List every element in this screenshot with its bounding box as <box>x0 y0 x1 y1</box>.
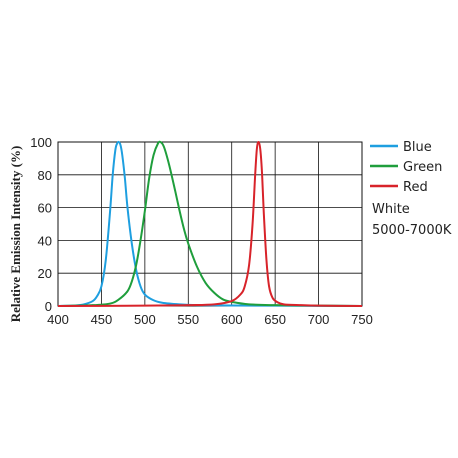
x-tick-label: 650 <box>264 312 286 327</box>
series-line-green <box>57 140 363 307</box>
x-axis-ticks: 400 450 500 550 600 650 700 750 <box>47 312 373 327</box>
x-tick-label: 600 <box>221 312 243 327</box>
plot-frame <box>57 141 363 307</box>
legend: Blue Green Red <box>370 140 442 195</box>
y-axis-title: Relative Emission Intensity (%) <box>8 146 23 323</box>
series-line-blue <box>57 140 363 307</box>
x-tick-label: 400 <box>47 312 69 327</box>
annotation-text: White <box>372 202 410 217</box>
legend-label-red: Red <box>403 180 428 195</box>
annotations: White 5000-7000K <box>372 202 452 238</box>
annotation-text: 5000-7000K <box>372 223 452 238</box>
legend-label-green: Green <box>403 160 442 175</box>
x-tick-label: 450 <box>91 312 113 327</box>
x-tick-label: 550 <box>177 312 199 327</box>
x-tick-label: 750 <box>351 312 373 327</box>
y-axis-ticks: 0 20 40 60 80 100 <box>30 135 52 314</box>
series-lines <box>57 140 363 307</box>
x-tick-label: 700 <box>308 312 330 327</box>
y-tick-label: 100 <box>30 135 52 150</box>
y-tick-label: 80 <box>38 168 52 183</box>
plot-border <box>57 141 363 307</box>
grid <box>58 142 362 306</box>
x-tick-label: 500 <box>134 312 156 327</box>
y-tick-label: 20 <box>38 266 52 281</box>
series-line-red <box>57 140 363 307</box>
y-tick-label: 0 <box>45 299 52 314</box>
legend-label-blue: Blue <box>403 140 432 155</box>
y-tick-label: 60 <box>38 201 52 216</box>
y-tick-label: 40 <box>38 233 52 248</box>
